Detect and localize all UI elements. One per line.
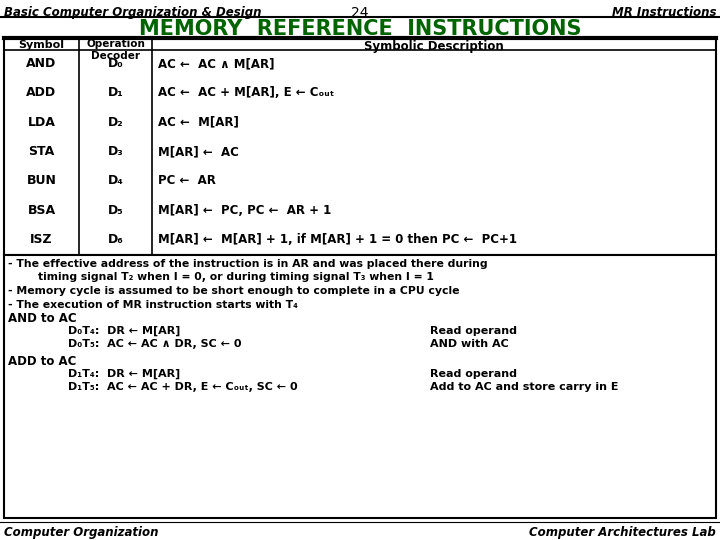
Text: Read operand: Read operand [430, 369, 517, 379]
Text: D₀T₅:  AC ← AC ∧ DR, SC ← 0: D₀T₅: AC ← AC ∧ DR, SC ← 0 [68, 339, 241, 349]
Text: ADD: ADD [27, 86, 57, 99]
Text: MEMORY  REFERENCE  INSTRUCTIONS: MEMORY REFERENCE INSTRUCTIONS [139, 19, 581, 39]
Text: - Memory cycle is assumed to be short enough to complete in a CPU cycle: - Memory cycle is assumed to be short en… [8, 286, 459, 296]
Text: Symbol: Symbol [19, 40, 65, 50]
Text: ADD to AC: ADD to AC [8, 355, 76, 368]
Text: STA: STA [28, 145, 55, 158]
Text: D₀: D₀ [107, 57, 123, 70]
Text: Computer Organization: Computer Organization [4, 526, 158, 539]
Text: AND with AC: AND with AC [430, 339, 509, 349]
Text: D₁T₅:  AC ← AC + DR, E ← Cₒᵤₜ, SC ← 0: D₁T₅: AC ← AC + DR, E ← Cₒᵤₜ, SC ← 0 [68, 382, 297, 392]
Text: timing signal T₂ when I = 0, or during timing signal T₃ when I = 1: timing signal T₂ when I = 0, or during t… [8, 273, 434, 282]
Bar [4, 38, 716, 255]
Text: - The execution of MR instruction starts with T₄: - The execution of MR instruction starts… [8, 300, 298, 309]
Text: PC ←  AR: PC ← AR [158, 174, 216, 187]
Text: AND: AND [27, 57, 57, 70]
Text: LDA: LDA [27, 116, 55, 129]
Text: D₃: D₃ [107, 145, 123, 158]
Text: Operation
Decoder: Operation Decoder [86, 39, 145, 60]
Text: D₁T₄:  DR ← M[AR]: D₁T₄: DR ← M[AR] [68, 369, 180, 379]
Text: D₀T₄:  DR ← M[AR]: D₀T₄: DR ← M[AR] [68, 326, 181, 336]
Text: AC ←  M[AR]: AC ← M[AR] [158, 116, 239, 129]
Text: ISZ: ISZ [30, 233, 53, 246]
Text: BSA: BSA [27, 204, 55, 217]
Text: M[AR] ←  M[AR] + 1, if M[AR] + 1 = 0 then PC ←  PC+1: M[AR] ← M[AR] + 1, if M[AR] + 1 = 0 then… [158, 233, 517, 246]
Text: D₅: D₅ [107, 204, 123, 217]
Text: - The effective address of the instruction is in AR and was placed there during: - The effective address of the instructi… [8, 259, 487, 269]
Text: AND to AC: AND to AC [8, 312, 76, 325]
Text: D₂: D₂ [108, 116, 123, 129]
Text: D₆: D₆ [107, 233, 123, 246]
Text: D₁: D₁ [107, 86, 123, 99]
Text: AC ←  AC ∧ M[AR]: AC ← AC ∧ M[AR] [158, 57, 274, 70]
Text: Computer Architectures Lab: Computer Architectures Lab [529, 526, 716, 539]
Text: Read operand: Read operand [430, 326, 517, 336]
Text: BUN: BUN [27, 174, 56, 187]
Text: MR Instructions: MR Instructions [611, 6, 716, 19]
Bar [4, 255, 716, 518]
Text: D₄: D₄ [107, 174, 123, 187]
Text: M[AR] ←  AC: M[AR] ← AC [158, 145, 239, 158]
Text: 24: 24 [351, 6, 369, 20]
Text: Basic Computer Organization & Design: Basic Computer Organization & Design [4, 6, 261, 19]
Text: M[AR] ←  PC, PC ←  AR + 1: M[AR] ← PC, PC ← AR + 1 [158, 204, 331, 217]
Text: Add to AC and store carry in E: Add to AC and store carry in E [430, 382, 618, 392]
Text: AC ←  AC + M[AR], E ← Cₒᵤₜ: AC ← AC + M[AR], E ← Cₒᵤₜ [158, 86, 334, 99]
Text: Symbolic Description: Symbolic Description [364, 40, 504, 53]
